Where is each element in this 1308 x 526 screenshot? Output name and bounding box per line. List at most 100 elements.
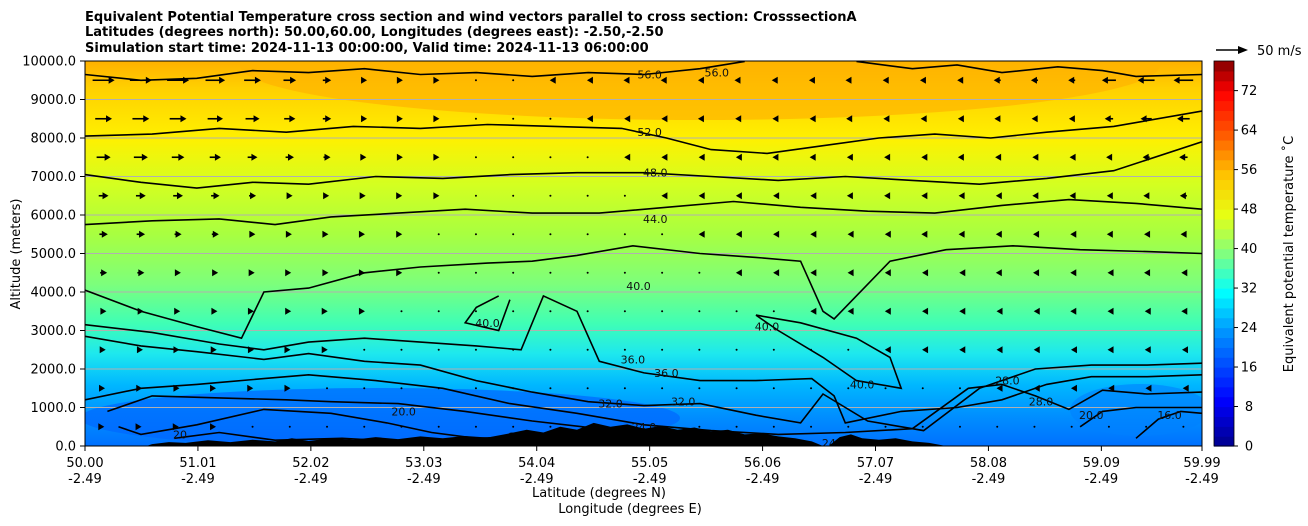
wind-arrowhead — [358, 230, 365, 238]
wind-arrowhead — [586, 76, 593, 84]
x-tick-label-lat: 55.05 — [631, 456, 668, 471]
wind-arrowhead — [247, 346, 254, 354]
wind-vector — [474, 233, 477, 236]
wind-arrowhead — [1104, 115, 1111, 123]
wind-arrowhead — [1180, 230, 1187, 238]
wind-arrowhead — [1070, 230, 1077, 238]
wind-arrowhead — [433, 153, 440, 161]
wind-arrowhead — [183, 76, 190, 84]
wind-arrowhead — [660, 76, 667, 84]
contour-label: 20.0 — [1079, 409, 1104, 422]
wind-vector — [1182, 425, 1185, 428]
colorbar-segment — [1214, 376, 1234, 388]
wind-arrowhead — [810, 307, 817, 315]
wind-vector — [437, 425, 440, 428]
wind-vector — [437, 233, 440, 236]
colorbar-segment — [1214, 209, 1234, 220]
x-tick-label-lat: 52.02 — [292, 456, 329, 471]
wind-arrowhead — [772, 153, 779, 161]
wind-vector — [549, 156, 552, 159]
wind-arrowhead — [922, 307, 929, 315]
wind-vector — [474, 425, 477, 428]
wind-vector — [661, 348, 664, 351]
wind-arrowhead — [1106, 192, 1113, 200]
wind-arrowhead — [810, 269, 817, 277]
wind-arrowhead — [919, 76, 926, 84]
x-tick-label-lat: 56.06 — [744, 456, 781, 471]
wind-vector — [884, 425, 887, 428]
wind-arrowhead — [959, 269, 966, 277]
wind-vector — [474, 310, 477, 313]
wind-vector — [661, 233, 664, 236]
wind-arrowhead — [921, 230, 928, 238]
wind-vector — [847, 387, 850, 390]
wind-vector — [474, 194, 477, 197]
wind-vector — [847, 425, 850, 428]
x-tick-label-lon: -2.49 — [1185, 472, 1219, 487]
x-tick-label-lon: -2.49 — [294, 472, 328, 487]
wind-arrowhead — [1070, 269, 1077, 277]
contour-line — [856, 61, 1202, 78]
colorbar-segment — [1214, 386, 1234, 398]
wind-vector — [512, 233, 515, 236]
wind-arrowhead — [810, 230, 817, 238]
wind-vector — [549, 194, 552, 197]
wind-arrowhead — [210, 384, 217, 392]
x-tick-label-lon: -2.49 — [1085, 472, 1119, 487]
wind-arrowhead — [135, 423, 142, 431]
wind-arrowhead — [884, 346, 891, 354]
wind-arrowhead — [882, 76, 889, 84]
colorbar-segment — [1214, 199, 1234, 210]
colorbar-segment — [1214, 120, 1234, 131]
wind-vector — [251, 425, 254, 428]
wind-vector — [772, 310, 775, 313]
y-tick-label: 2000.0 — [31, 363, 77, 378]
colorbar-segment — [1214, 159, 1234, 171]
wind-arrowhead — [773, 192, 780, 200]
y-tick-label: 4000.0 — [31, 286, 77, 301]
wind-arrowhead — [996, 307, 1003, 315]
wind-arrowhead — [104, 153, 111, 161]
x-tick-label-lon: -2.49 — [859, 472, 893, 487]
wind-vector — [698, 387, 701, 390]
title-line-2: Latitudes (degrees north): 50.00,60.00, … — [85, 25, 664, 40]
wind-arrowhead — [1106, 230, 1113, 238]
wind-arrowhead — [996, 346, 1003, 354]
contour-label: 28.0 — [995, 375, 1020, 388]
contour-line — [85, 294, 1202, 424]
colorbar-segment — [1214, 139, 1234, 151]
wind-arrowhead — [921, 192, 928, 200]
wind-arrowhead — [396, 153, 403, 161]
colorbar-segment — [1214, 169, 1234, 181]
wind-arrowhead — [623, 76, 630, 84]
wind-vector — [586, 310, 589, 313]
wind-arrowhead — [210, 423, 217, 431]
wind-vector — [661, 271, 664, 274]
wind-arrowhead — [773, 269, 780, 277]
wind-arrowhead — [433, 76, 440, 84]
title-line-3: Simulation start time: 2024-11-13 00:00:… — [85, 41, 649, 56]
wind-vector — [326, 425, 329, 428]
wind-vector — [586, 348, 589, 351]
wind-vector — [437, 271, 440, 274]
contour-label: 40.0 — [755, 321, 780, 334]
x-tick-label-lon: -2.49 — [181, 472, 215, 487]
y-tick-label: 9000.0 — [31, 93, 77, 108]
wind-vector — [288, 425, 291, 428]
wind-arrowhead — [1173, 76, 1180, 84]
wind-arrowhead — [249, 230, 256, 238]
wind-arrowhead — [101, 230, 108, 238]
wind-arrowhead — [698, 153, 705, 161]
wind-vector — [623, 310, 626, 313]
wind-arrowhead — [1181, 269, 1188, 277]
contour-label: 16.0 — [1157, 409, 1182, 422]
wind-vector — [474, 117, 477, 120]
wind-arrowhead — [771, 76, 778, 84]
wind-arrowhead — [1181, 346, 1188, 354]
wind-arrowhead — [175, 230, 182, 238]
wind-arrowhead — [101, 269, 108, 277]
wind-arrowhead — [922, 269, 929, 277]
wind-vector — [1033, 425, 1036, 428]
wind-arrowhead — [1182, 384, 1189, 392]
wind-arrowhead — [996, 384, 1003, 392]
